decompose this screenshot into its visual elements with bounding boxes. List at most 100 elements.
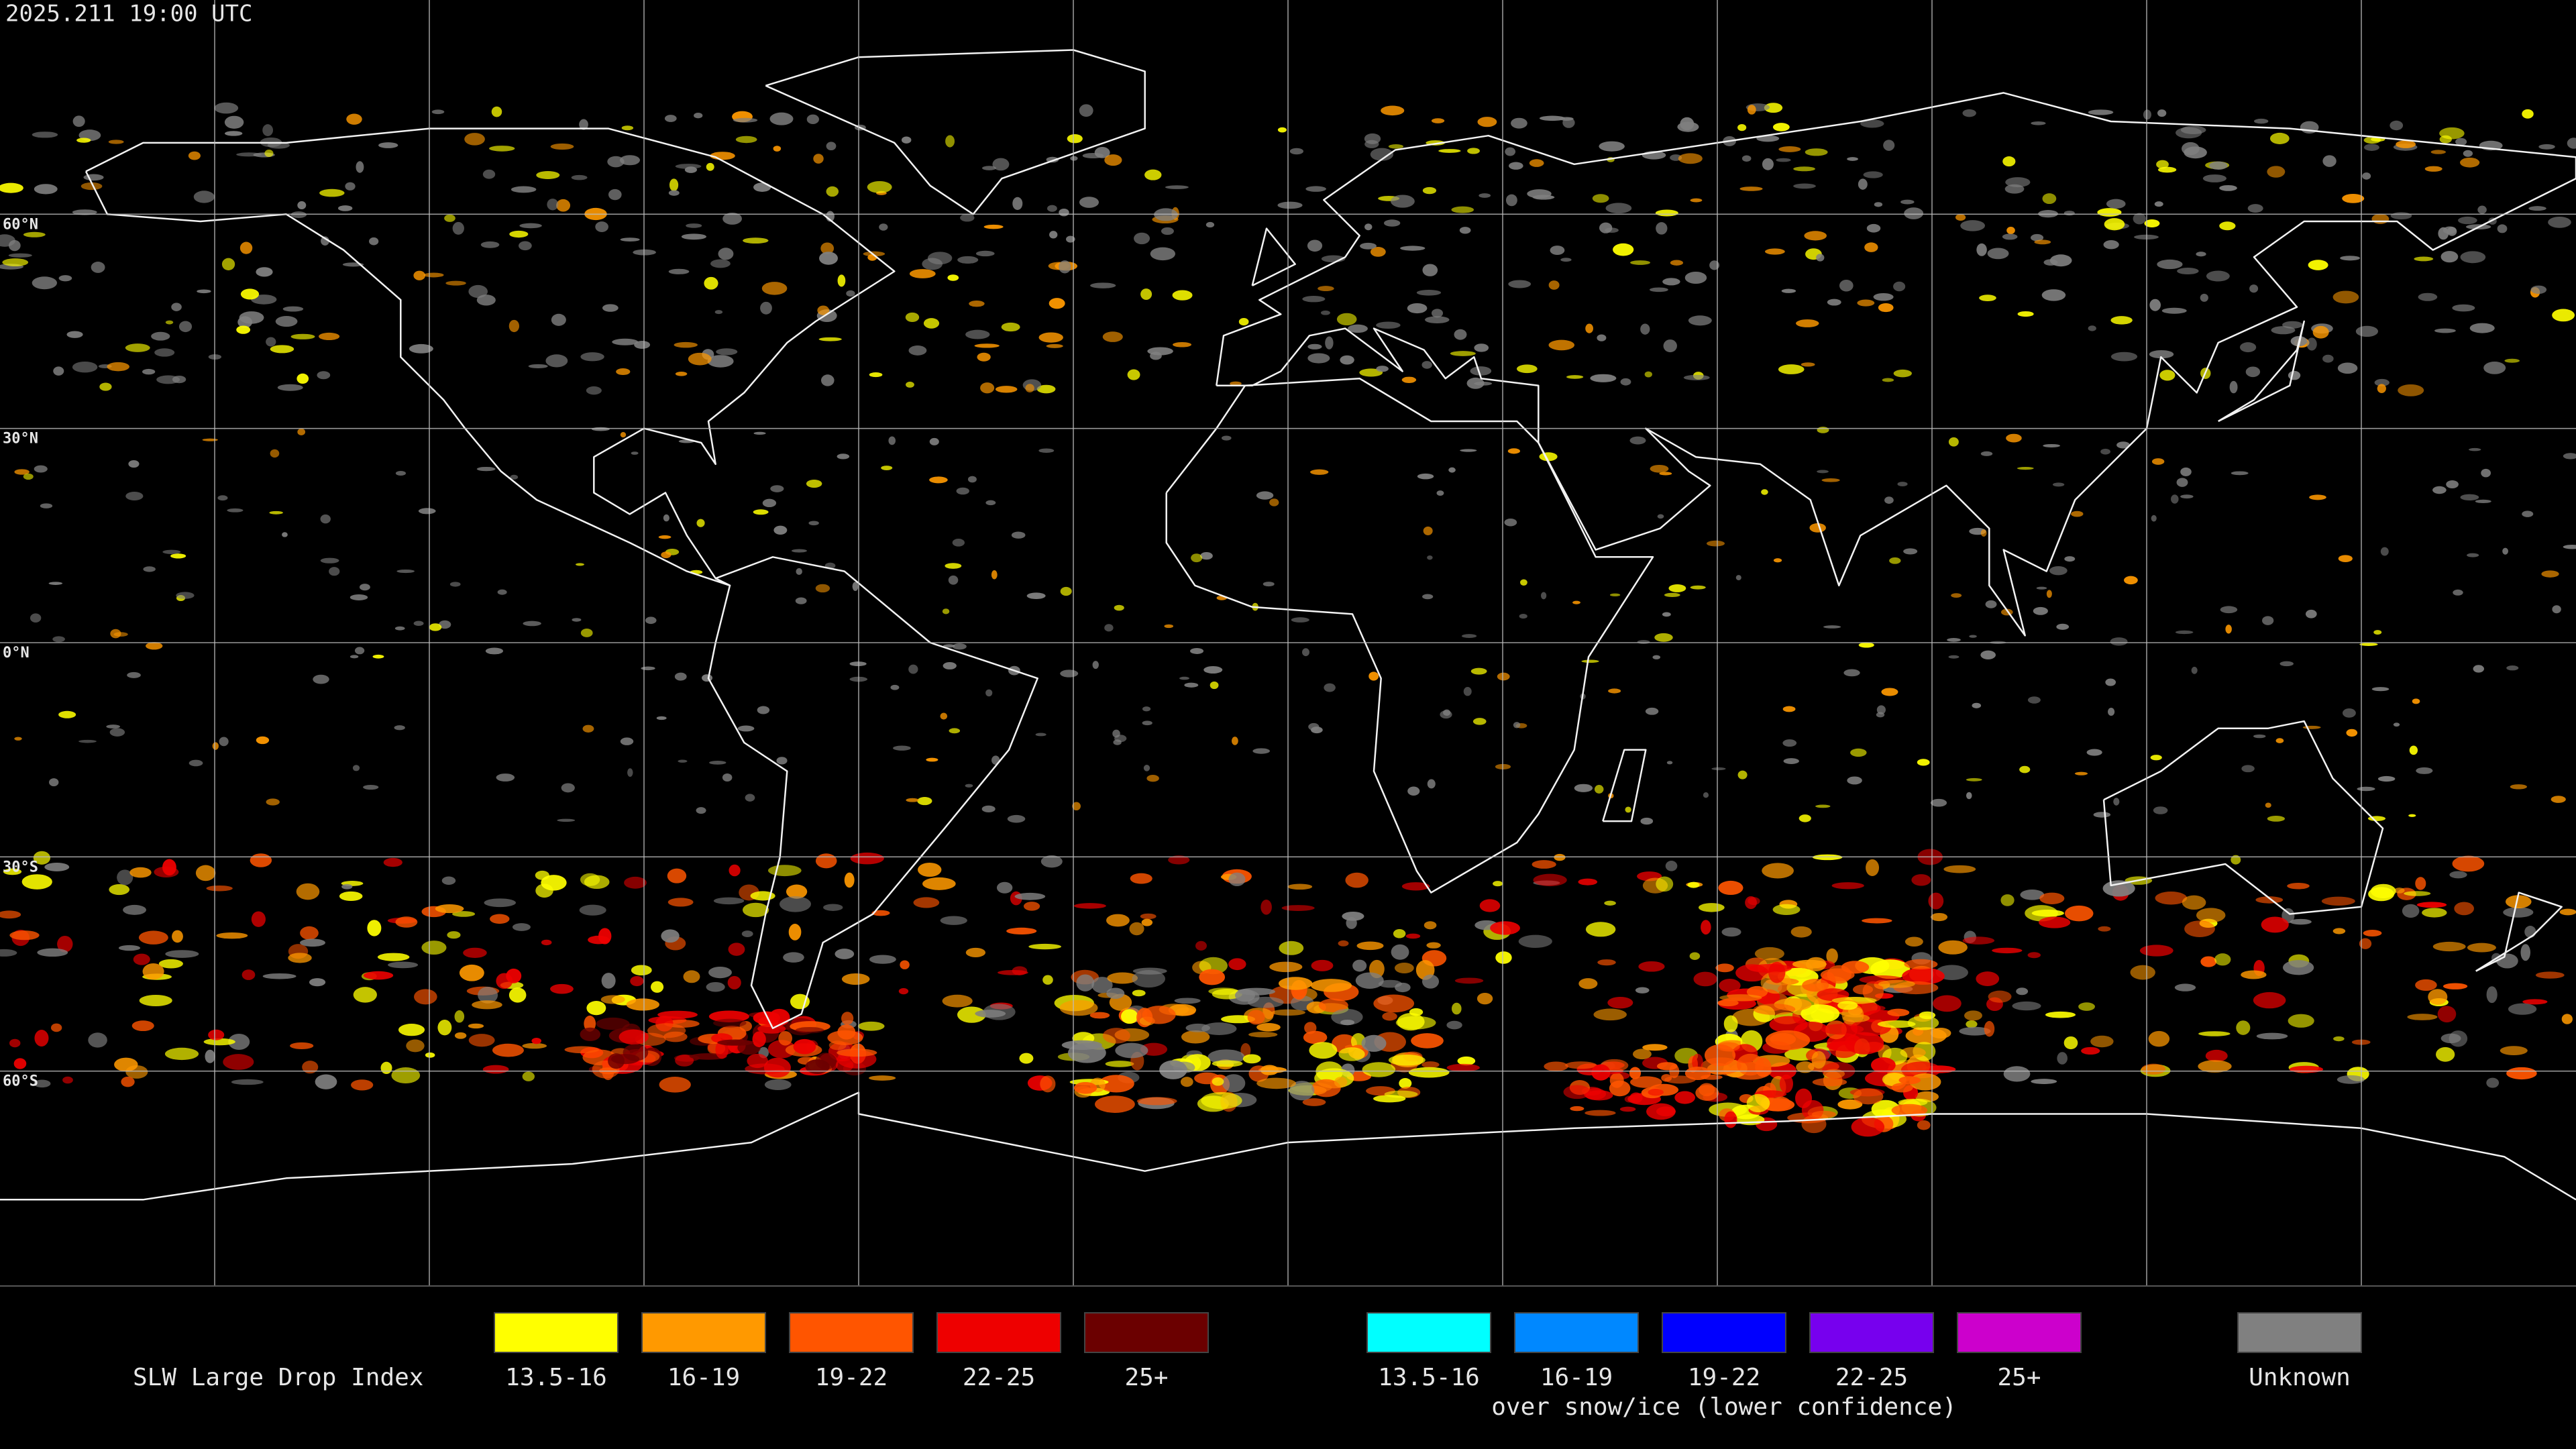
cloud-pixel — [708, 966, 732, 979]
cloud-pixel — [1764, 248, 1785, 255]
cloud-pixel — [2506, 665, 2519, 671]
cloud-pixel — [1654, 633, 1673, 642]
cloud-pixel — [2535, 971, 2565, 979]
cloud-pixel — [1036, 384, 1056, 394]
cloud-pixel — [1338, 940, 1349, 947]
cloud-pixel — [1260, 1065, 1279, 1075]
cloud-pixel — [447, 931, 461, 939]
cloud-pixel — [1395, 1016, 1436, 1030]
cloud-pixel — [1665, 861, 1678, 871]
cloud-pixel — [608, 1053, 625, 1069]
cloud-pixel — [315, 1074, 337, 1089]
coastline — [2102, 720, 2384, 915]
cloud-pixel — [2017, 467, 2034, 470]
cloud-pixel — [2463, 150, 2473, 157]
cloud-pixel — [1630, 1076, 1662, 1088]
cloud-pixel — [890, 684, 900, 690]
coastline — [1165, 377, 1654, 894]
cloud-pixel — [1518, 934, 1552, 948]
cloud-pixel — [2477, 205, 2487, 214]
cloud-pixel — [429, 623, 442, 631]
cloud-pixel — [2437, 1006, 2457, 1023]
cloud-pixel — [8, 253, 32, 258]
cloud-pixel — [1234, 989, 1255, 1002]
cloud-pixel — [2039, 916, 2071, 928]
cloud-pixel — [1076, 974, 1095, 991]
cloud-pixel — [2552, 605, 2561, 614]
cloud-pixel — [975, 1010, 1006, 1018]
cloud-pixel — [2148, 1030, 2170, 1047]
cloud-pixel — [2563, 453, 2576, 460]
cloud-pixel — [1073, 903, 1106, 909]
cloud-pixel — [2253, 991, 2286, 1009]
cloud-pixel — [645, 616, 657, 625]
cloud-pixel — [1427, 555, 1433, 560]
cloud-pixel — [2302, 725, 2321, 729]
cloud-pixel — [1609, 593, 1621, 597]
cloud-pixel — [2267, 816, 2286, 822]
cloud-pixel — [1381, 105, 1405, 116]
cloud-pixel — [661, 551, 672, 559]
cloud-pixel — [162, 549, 181, 554]
cloud-pixel — [1302, 296, 1326, 303]
cloud-pixel — [2097, 208, 2122, 217]
cloud-pixel — [9, 930, 40, 941]
cloud-pixel — [193, 191, 215, 203]
cloud-pixel — [178, 321, 193, 333]
cloud-pixel — [550, 143, 574, 150]
cloud-pixel — [631, 965, 652, 976]
coastline — [1216, 92, 2576, 637]
cloud-pixel — [1831, 882, 1864, 890]
cloud-pixel — [2506, 1067, 2537, 1080]
cloud-pixel — [3, 868, 22, 875]
cloud-pixel — [1529, 159, 1544, 167]
cloud-pixel — [2374, 378, 2390, 386]
cloud-pixel — [2256, 1032, 2288, 1040]
cloud-pixel — [580, 352, 604, 362]
cloud-pixel — [1664, 1075, 1696, 1084]
cloud-pixel — [468, 284, 488, 299]
cloud-pixel — [154, 348, 175, 357]
cloud-pixel — [2057, 1052, 2068, 1065]
cloud-pixel — [1659, 472, 1672, 476]
cloud-pixel — [957, 256, 979, 264]
cloud-pixel — [490, 914, 510, 924]
cloud-pixel — [651, 981, 664, 993]
cloud-pixel — [2415, 979, 2437, 991]
cloud-pixel — [707, 355, 734, 368]
cloud-pixel — [431, 109, 445, 115]
cloud-pixel — [421, 941, 447, 955]
cloud-pixel — [380, 1061, 392, 1075]
cloud-pixel — [394, 725, 405, 731]
cloud-pixel — [510, 474, 519, 480]
cloud-pixel — [2522, 999, 2548, 1005]
cloud-pixel — [631, 451, 639, 455]
cloud-pixel — [828, 1040, 847, 1051]
cloud-pixel — [1736, 1053, 1764, 1076]
cloud-pixel — [729, 864, 741, 877]
cloud-pixel — [396, 569, 415, 574]
cloud-pixel — [1754, 947, 1784, 961]
cloud-pixel — [722, 212, 742, 225]
cloud-pixel — [808, 521, 819, 526]
cloud-pixel — [1979, 294, 1996, 302]
cloud-pixel — [1604, 900, 1616, 906]
cloud-pixel — [820, 242, 835, 255]
cloud-pixel — [1893, 369, 1912, 378]
cloud-pixel — [1928, 892, 1944, 910]
cloud-pixel — [1719, 994, 1762, 1002]
cloud-pixel — [158, 959, 183, 969]
cloud-pixel — [1281, 905, 1315, 911]
cloud-pixel — [2153, 806, 2168, 814]
cloud-pixel — [674, 341, 698, 348]
cloud-pixel — [1046, 205, 1057, 212]
cloud-pixel — [2510, 784, 2527, 790]
cloud-pixel — [377, 953, 410, 961]
cloud-pixel — [492, 1043, 524, 1057]
cloud-pixel — [2052, 482, 2065, 487]
cloud-pixel — [53, 366, 64, 376]
cloud-pixel — [231, 1079, 264, 1085]
cloud-pixel — [1889, 557, 1901, 564]
cloud-pixel — [1508, 280, 1532, 288]
cloud-pixel — [1448, 467, 1456, 473]
